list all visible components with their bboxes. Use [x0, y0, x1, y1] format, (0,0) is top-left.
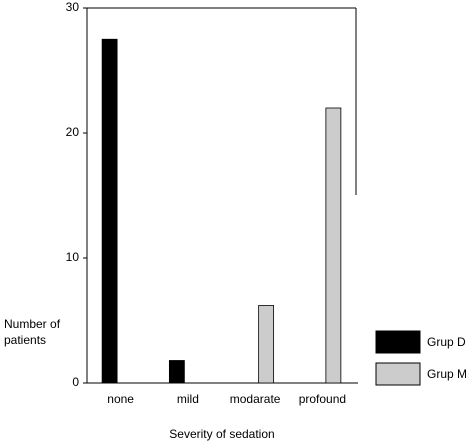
y-tick-label: 10: [66, 250, 80, 264]
x-tick-label: mild: [177, 392, 199, 406]
x-tick-label: modarate: [230, 392, 281, 406]
y-tick-label: 20: [66, 125, 80, 139]
legend-label: Grup M: [427, 367, 467, 381]
y-tick-label: 30: [66, 0, 80, 14]
y-axis-label: Number of patients: [4, 317, 61, 347]
x-tick-label: none: [107, 392, 134, 406]
legend-swatch: [375, 362, 421, 386]
x-axis-label: Severity of sedation: [169, 427, 274, 441]
x-tick-label: profound: [299, 392, 346, 406]
bar: [168, 360, 185, 384]
legend-label: Grup D: [427, 335, 466, 349]
legend-swatch: [375, 330, 421, 354]
y-tick-label: 0: [72, 375, 79, 389]
bar: [101, 38, 118, 384]
bar: [258, 305, 275, 384]
bar: [325, 107, 342, 384]
